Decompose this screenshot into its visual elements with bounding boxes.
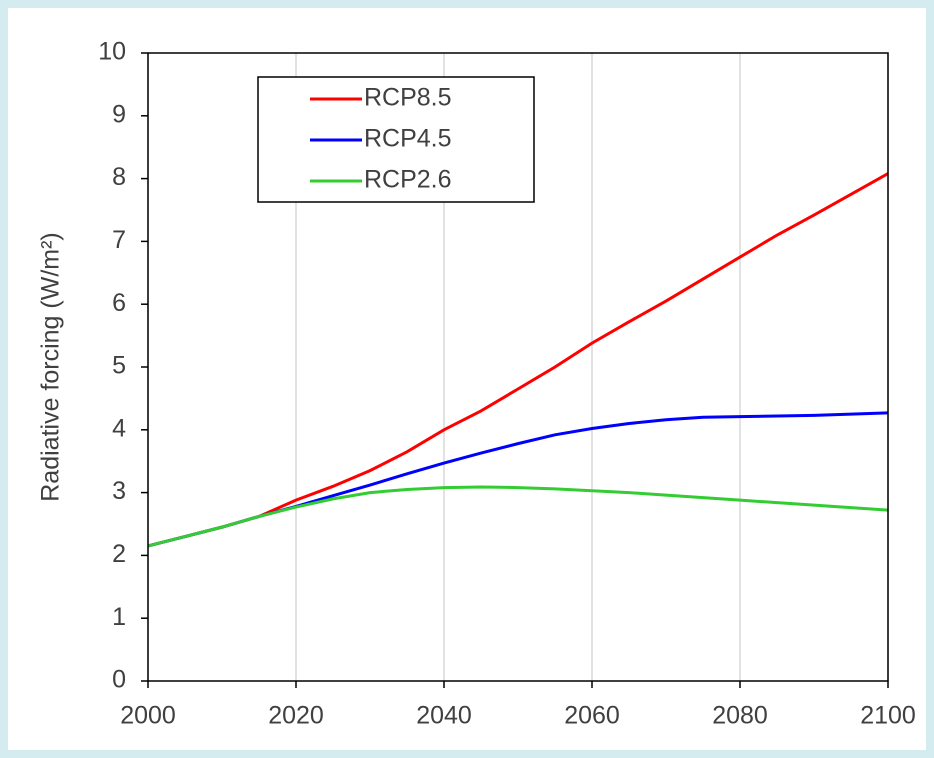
y-tick-label: 3 — [112, 477, 126, 505]
x-tick-label: 2040 — [416, 702, 472, 730]
y-tick-label: 6 — [112, 289, 126, 317]
x-tick-label: 2000 — [120, 702, 176, 730]
x-tick-label: 2080 — [712, 702, 768, 730]
y-axis-label: Radiative forcing (W/m²) — [37, 232, 65, 502]
series-line — [147, 485, 889, 548]
y-tick-label: 10 — [98, 38, 126, 66]
series-line — [147, 172, 889, 548]
y-tick-label: 5 — [112, 352, 126, 380]
y-tick-label: 4 — [112, 414, 126, 442]
legend-box — [257, 76, 535, 203]
legend-label: RCP8.5 — [364, 84, 452, 112]
y-tick-label: 0 — [112, 666, 126, 694]
legend-label: RCP4.5 — [364, 125, 452, 153]
x-tick-label: 2020 — [268, 702, 324, 730]
y-tick-label: 9 — [112, 100, 126, 128]
x-tick-label: 2060 — [564, 702, 620, 730]
y-tick-label: 2 — [112, 540, 126, 568]
x-tick-label: 2100 — [860, 702, 916, 730]
plot-frame — [147, 52, 889, 682]
legend-label: RCP2.6 — [364, 166, 452, 194]
y-tick-label: 7 — [112, 226, 126, 254]
y-tick-label: 8 — [112, 163, 126, 191]
y-tick-label: 1 — [112, 603, 126, 631]
